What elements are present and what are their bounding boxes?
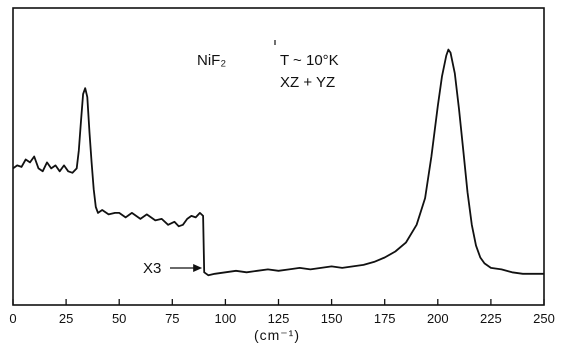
x-tick-label: 250 bbox=[533, 311, 555, 326]
x-tick-label: 75 bbox=[165, 311, 179, 326]
x-tick-label: 225 bbox=[480, 311, 502, 326]
spectrum-line bbox=[12, 48, 544, 277]
x-tick-label: 125 bbox=[268, 311, 290, 326]
temperature-annotation: T ~ 10°K bbox=[280, 52, 339, 69]
x-tick-label: 200 bbox=[427, 311, 449, 326]
scale-marker-arrowhead bbox=[193, 264, 203, 272]
x-tick-label: 25 bbox=[59, 311, 73, 326]
x-tick-label: 175 bbox=[374, 311, 396, 326]
x-axis-tick-labels: 0 25 50 75 100 125 150 175 200 225 250 bbox=[9, 311, 554, 326]
x-axis-ticks bbox=[12, 299, 545, 305]
x-tick-label: 150 bbox=[321, 311, 343, 326]
x-tick-label: 0 bbox=[9, 311, 16, 326]
compound-annotation: NiF₂ bbox=[197, 52, 226, 69]
x-axis-label: (cm⁻¹) bbox=[254, 327, 300, 343]
x-tick-label: 50 bbox=[112, 311, 126, 326]
polarization-annotation: XZ + YZ bbox=[280, 74, 335, 91]
x-tick-label: 100 bbox=[215, 311, 237, 326]
scale-marker-label: X3 bbox=[143, 260, 161, 277]
